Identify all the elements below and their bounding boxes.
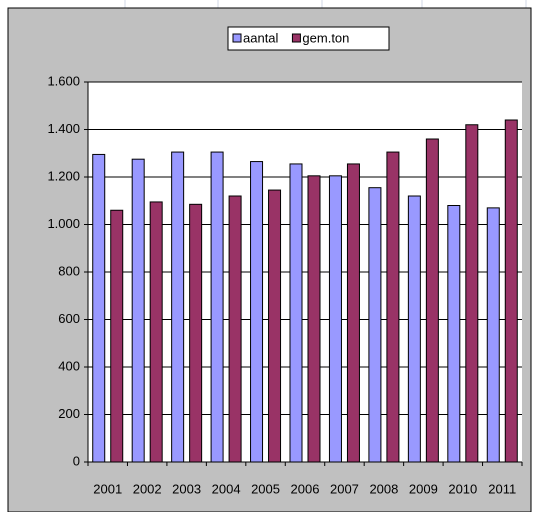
legend-label: gem.ton [302, 30, 349, 45]
bar [447, 205, 461, 463]
x-tick-label: 2006 [291, 481, 320, 496]
bar [407, 195, 421, 463]
legend-swatch [291, 33, 301, 43]
sheet-grid [124, 0, 527, 8]
bar [504, 119, 518, 463]
bar [268, 189, 282, 463]
bar [149, 201, 163, 463]
legend-box [227, 26, 390, 51]
y-tick-label: 200 [58, 406, 80, 421]
x-tick-label: 2001 [93, 481, 122, 496]
y-tick-label: 1.400 [47, 121, 80, 136]
bar [307, 175, 321, 463]
bar [328, 175, 342, 463]
bar [465, 124, 479, 463]
bar [228, 195, 242, 463]
bar [92, 153, 106, 463]
bar [131, 158, 145, 463]
x-tick-label: 2008 [369, 481, 398, 496]
y-tick-label: 1.200 [47, 168, 80, 183]
x-tick-label: 2011 [488, 481, 516, 496]
y-tick-label: 400 [58, 358, 80, 373]
legend-swatch [232, 33, 242, 43]
y-tick-label: 1.600 [47, 73, 80, 88]
bar [346, 163, 360, 463]
x-tick-label: 2004 [212, 481, 241, 496]
bar [425, 138, 439, 463]
bar [289, 163, 303, 463]
legend-label: aantal [243, 30, 279, 45]
bar [386, 151, 400, 463]
bar [110, 209, 124, 463]
bar [210, 151, 224, 463]
x-tick-label: 2003 [172, 481, 201, 496]
legend [227, 26, 390, 51]
x-tick-label: 2010 [448, 481, 477, 496]
bar [486, 207, 500, 463]
bar [368, 187, 382, 463]
x-tick-label: 2009 [409, 481, 438, 496]
x-tick-label: 2007 [330, 481, 359, 496]
y-tick-label: 800 [58, 263, 80, 278]
x-tick-label: 2005 [251, 481, 280, 496]
y-tick-label: 600 [58, 311, 80, 326]
y-tick-label: 0 [73, 453, 80, 468]
bar [189, 203, 203, 463]
y-tick-label: 1.000 [47, 216, 80, 231]
bar [250, 161, 264, 463]
x-tick-label: 2002 [133, 481, 162, 496]
bar [171, 151, 185, 463]
